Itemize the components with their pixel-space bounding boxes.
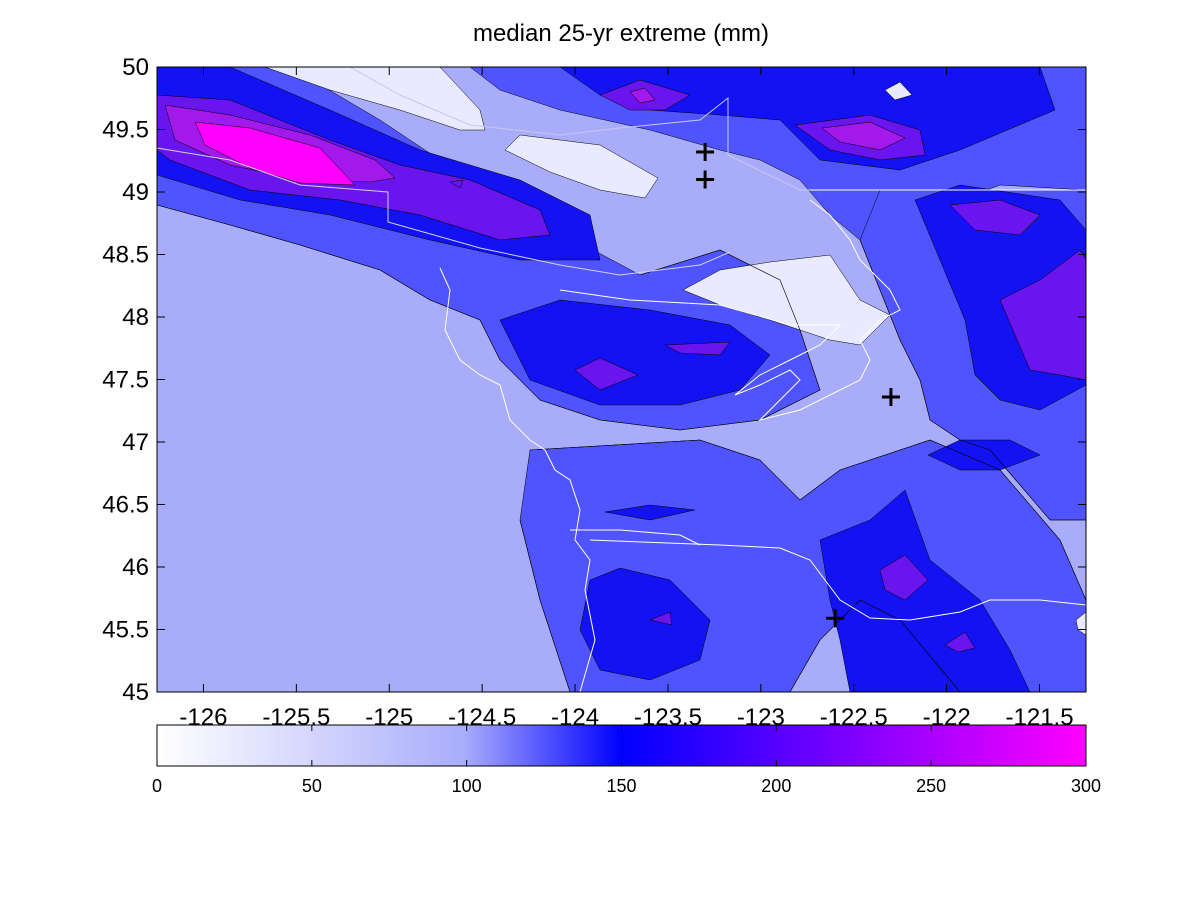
station-marker bbox=[826, 609, 845, 628]
y-tick-label: 49 bbox=[122, 179, 149, 206]
y-tick-label: 48.5 bbox=[102, 242, 149, 269]
y-tick-label: 47.5 bbox=[102, 367, 149, 394]
y-tick-label: 49.5 bbox=[102, 117, 149, 144]
colorbar bbox=[156, 724, 1087, 767]
geographic-boundaries bbox=[157, 67, 1086, 692]
station-marker bbox=[696, 170, 715, 189]
colorbar-tick-label: 0 bbox=[152, 776, 162, 796]
y-tick-label: 48 bbox=[122, 304, 149, 331]
colorbar-tick-label: 100 bbox=[452, 776, 482, 796]
coastline-west bbox=[439, 267, 596, 692]
y-tick-label: 46.5 bbox=[102, 492, 149, 519]
station-marker bbox=[696, 143, 715, 161]
contour-fills bbox=[157, 67, 1086, 692]
colorbar-tick-label: 200 bbox=[761, 776, 791, 796]
province-boundary bbox=[157, 147, 731, 276]
contour-band-200-250 bbox=[999, 249, 1086, 381]
contour-band-0-50 bbox=[504, 134, 659, 199]
contour-band-200-250 bbox=[949, 199, 1041, 236]
coastline-north bbox=[349, 67, 1086, 191]
axis-ticks bbox=[157, 66, 1086, 693]
station-markers bbox=[696, 143, 900, 628]
y-tick-label: 46 bbox=[122, 554, 149, 581]
contour-lines bbox=[157, 204, 1086, 692]
contour-band-200-250 bbox=[944, 631, 976, 653]
colorbar-tick-label: 150 bbox=[606, 776, 636, 796]
colorbar-tick-label: 50 bbox=[302, 776, 322, 796]
contour-band-200-250 bbox=[449, 179, 464, 189]
y-tick-label: 45 bbox=[122, 679, 149, 706]
contour-band-250-300 bbox=[629, 87, 656, 104]
contour-band-0-50 bbox=[884, 81, 913, 101]
contour-band-200-250 bbox=[574, 357, 639, 391]
colorbar-tick-label: 300 bbox=[1071, 776, 1101, 796]
contour-band-200-250 bbox=[664, 341, 731, 356]
colorbar-ticks: 0 50 100 150 200 250 300 bbox=[152, 725, 1101, 796]
y-tick-label: 50 bbox=[122, 54, 149, 81]
columbia-river bbox=[570, 529, 701, 546]
colorbar-tick-label: 250 bbox=[916, 776, 946, 796]
chart-title: median 25-yr extreme (mm) bbox=[472, 20, 770, 47]
contour-band-150-200 bbox=[604, 504, 696, 521]
contour-band-150-200 bbox=[499, 299, 771, 406]
contour-band-250-300 bbox=[821, 121, 906, 151]
contour-band-150-200 bbox=[579, 567, 711, 681]
state-border bbox=[589, 539, 1086, 621]
contour-band-0-50 bbox=[264, 67, 486, 131]
puget-sound bbox=[559, 199, 901, 421]
y-tick-label: 47 bbox=[122, 429, 149, 456]
contour-band-300-plus bbox=[194, 121, 356, 186]
contour-band-200-250 bbox=[879, 554, 929, 601]
station-marker bbox=[881, 388, 900, 406]
y-tick-label: 45.5 bbox=[102, 617, 149, 644]
contour-band-200-250 bbox=[649, 611, 673, 626]
